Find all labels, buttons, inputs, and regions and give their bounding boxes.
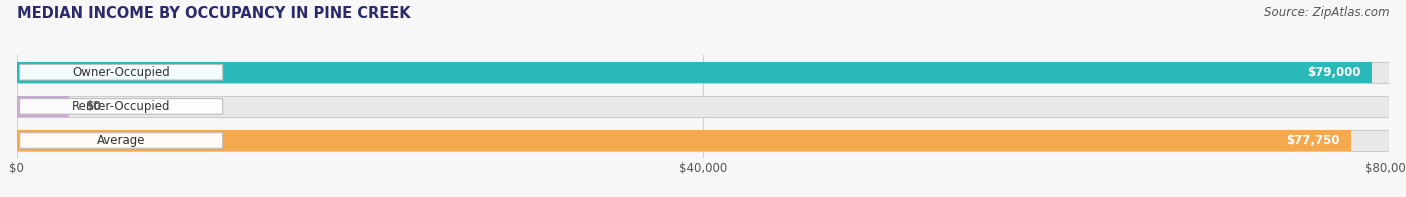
Text: MEDIAN INCOME BY OCCUPANCY IN PINE CREEK: MEDIAN INCOME BY OCCUPANCY IN PINE CREEK [17,6,411,21]
FancyBboxPatch shape [20,133,222,148]
FancyBboxPatch shape [20,98,222,114]
Text: $0: $0 [86,100,101,113]
FancyBboxPatch shape [20,64,222,80]
Text: $77,750: $77,750 [1286,134,1340,147]
Bar [17,130,1389,151]
Bar [17,96,1389,117]
Text: Owner-Occupied: Owner-Occupied [72,66,170,79]
Text: Average: Average [97,134,145,147]
Text: Renter-Occupied: Renter-Occupied [72,100,170,113]
Bar [17,62,1372,83]
Bar [17,62,1389,83]
Bar [17,96,69,117]
Text: Source: ZipAtlas.com: Source: ZipAtlas.com [1264,6,1389,19]
Text: $79,000: $79,000 [1308,66,1361,79]
Bar [17,130,1351,151]
